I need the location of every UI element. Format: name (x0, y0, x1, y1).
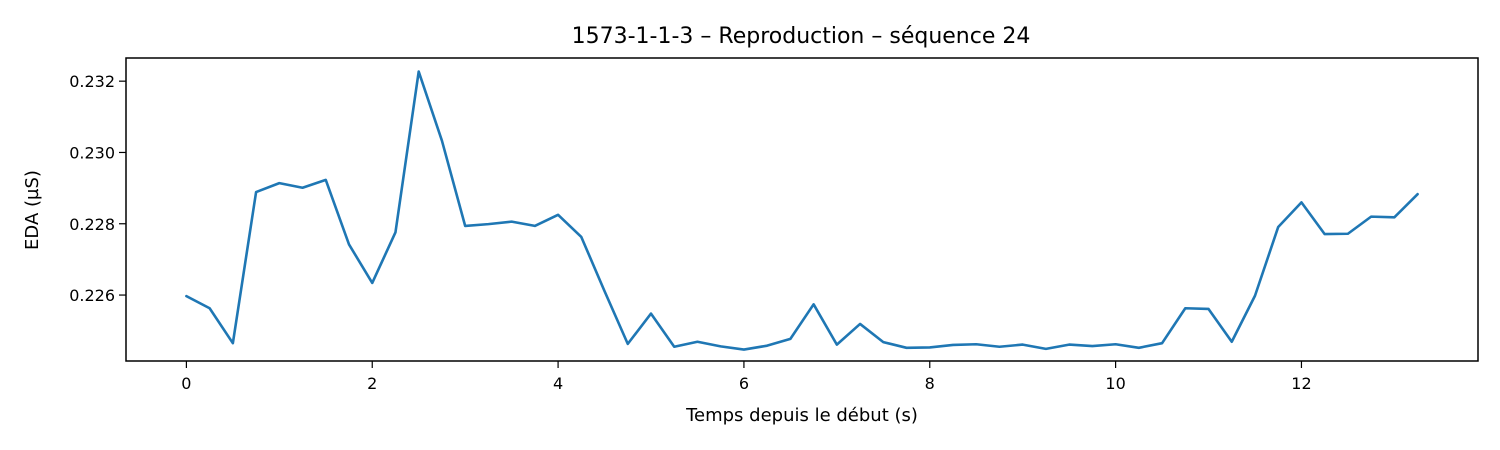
y-tick-label: 0.230 (69, 143, 115, 162)
y-tick-label: 0.226 (69, 286, 115, 305)
x-tick-label: 0 (181, 374, 191, 393)
eda-series-line (185, 70, 1419, 351)
x-axis-ticks: 0 2 4 6 8 10 12 (181, 361, 1312, 393)
chart-title: 1573-1-1-3 – Reproduction – séquence 24 (572, 24, 1031, 49)
y-axis-label: EDA (µS) (22, 170, 43, 250)
plot-frame (125, 57, 1479, 362)
x-tick-label: 10 (1105, 374, 1125, 393)
x-tick-label: 12 (1291, 374, 1311, 393)
x-tick-label: 2 (367, 374, 377, 393)
x-tick-label: 6 (739, 374, 749, 393)
x-tick-label: 8 (925, 374, 935, 393)
x-tick-label: 4 (553, 374, 563, 393)
y-tick-label: 0.232 (69, 72, 115, 91)
y-tick-label: 0.228 (69, 215, 115, 234)
y-axis-ticks: 0.226 0.228 0.230 0.232 (69, 72, 126, 305)
x-axis-label: Temps depuis le début (s) (685, 405, 918, 426)
